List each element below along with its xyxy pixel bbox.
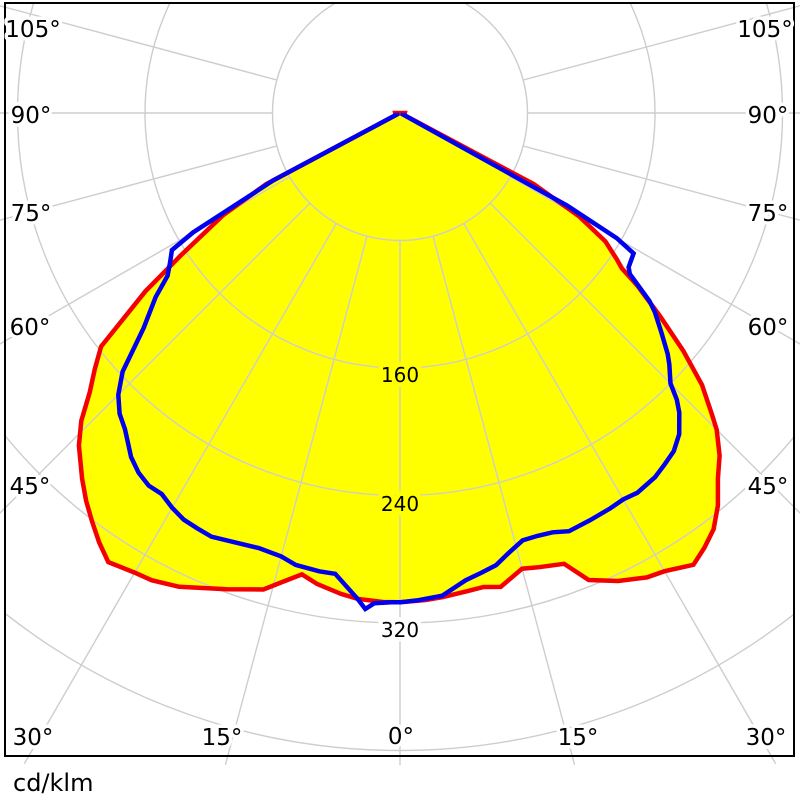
angle-label-4: 45° bbox=[10, 474, 51, 500]
curve-c90-c270 bbox=[116, 112, 682, 613]
angle-label-7: 0° bbox=[388, 724, 414, 750]
angle-label-9: 30° bbox=[746, 725, 787, 751]
radial-line-60 bbox=[510, 176, 800, 345]
radial-line-30 bbox=[463, 223, 777, 765]
ring-label-160: 160 bbox=[381, 363, 419, 387]
ring-label-240: 240 bbox=[381, 492, 419, 516]
polar-grid bbox=[0, 4, 800, 765]
units-label: cd/klm bbox=[13, 769, 93, 797]
angle-label-11: 60° bbox=[748, 315, 789, 341]
angle-label-13: 90° bbox=[748, 103, 789, 129]
radial-line-75 bbox=[523, 145, 800, 221]
radial-line--105 bbox=[0, 5, 277, 81]
radial-line-45 bbox=[489, 202, 800, 514]
angle-label-10: 45° bbox=[748, 474, 789, 500]
angle-label-0: 105° bbox=[5, 17, 60, 43]
radial-line--75 bbox=[0, 145, 277, 221]
radial-line-105 bbox=[523, 5, 800, 81]
angle-label-3: 60° bbox=[10, 315, 51, 341]
angle-label-12: 75° bbox=[748, 201, 789, 227]
intensity-fill-region bbox=[78, 113, 720, 603]
angle-label-5: 30° bbox=[13, 725, 54, 751]
angle-label-2: 75° bbox=[11, 201, 52, 227]
angle-label-1: 90° bbox=[11, 103, 52, 129]
radial-line--30 bbox=[23, 223, 337, 765]
radial-line--15 bbox=[224, 236, 368, 765]
angle-label-6: 15° bbox=[202, 725, 243, 751]
angle-label-8: 15° bbox=[558, 725, 599, 751]
plot-border bbox=[4, 2, 795, 757]
angle-label-14: 105° bbox=[737, 17, 792, 43]
radial-line--45 bbox=[0, 202, 311, 514]
curve-c0-c180 bbox=[76, 110, 722, 605]
ring-label-320: 320 bbox=[381, 618, 419, 642]
radial-line-15 bbox=[432, 236, 576, 765]
